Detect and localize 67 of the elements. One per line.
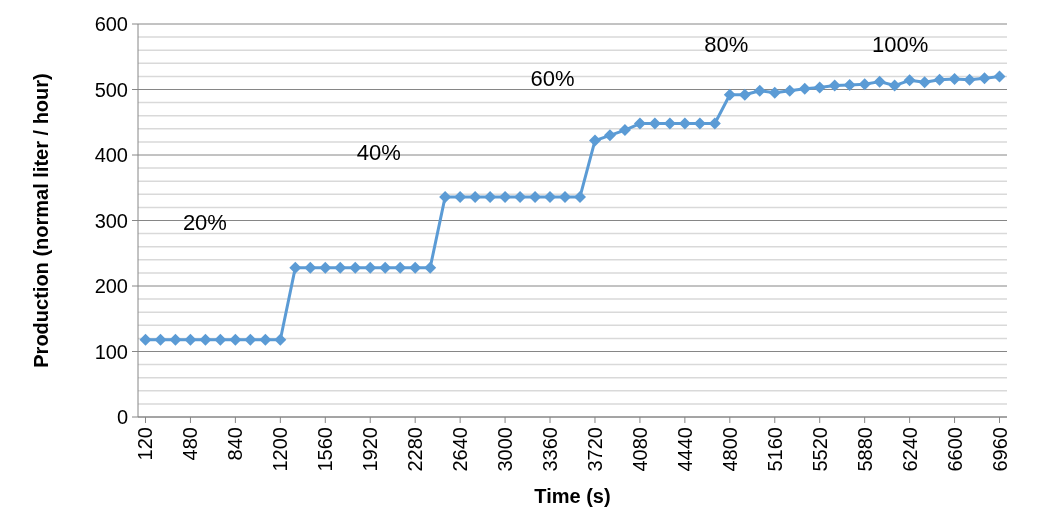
- point: [259, 333, 272, 346]
- point: [199, 333, 212, 346]
- x-tick-label: 2640: [449, 427, 472, 472]
- y-axis-title: Production (normal liter / hour): [30, 73, 52, 368]
- x-tick-label: 3720: [583, 427, 606, 472]
- point: [918, 76, 931, 89]
- point: [184, 333, 197, 346]
- point: [229, 333, 242, 346]
- point: [304, 261, 317, 274]
- point: [768, 86, 781, 99]
- y-tick-label: 400: [94, 144, 128, 166]
- x-tick-label: 3360: [539, 427, 562, 472]
- point: [214, 333, 227, 346]
- x-axis-title: Time (s): [534, 485, 611, 507]
- point: [274, 333, 287, 346]
- point: [888, 79, 901, 92]
- point: [139, 333, 152, 346]
- x-tick-label: 3000: [494, 427, 517, 472]
- x-tick-label: 1920: [359, 427, 382, 472]
- point: [289, 261, 302, 274]
- x-tick-label: 1560: [314, 427, 337, 472]
- point: [169, 333, 182, 346]
- point: [723, 88, 736, 101]
- point: [933, 73, 946, 86]
- point: [828, 79, 841, 92]
- x-tick-label: 6240: [898, 427, 921, 472]
- annotation: 20%: [182, 210, 227, 236]
- point: [603, 129, 616, 142]
- point: [813, 81, 826, 94]
- annotation: 100%: [871, 31, 929, 57]
- annotation: 60%: [530, 66, 575, 92]
- annotation: 80%: [704, 31, 749, 57]
- x-tick-label: 4800: [718, 427, 741, 472]
- x-tick-label: 4080: [628, 427, 651, 472]
- point: [993, 70, 1006, 83]
- x-tick-label: 5520: [808, 427, 831, 472]
- y-tick-label: 200: [94, 275, 128, 297]
- point: [244, 333, 257, 346]
- x-tick-label: 2280: [404, 427, 427, 472]
- point: [783, 84, 796, 97]
- point: [843, 78, 856, 91]
- x-tick-label: 4440: [673, 427, 696, 472]
- y-tick-label: 500: [94, 78, 128, 101]
- x-tick-label: 6960: [988, 427, 1011, 472]
- point: [618, 124, 631, 137]
- point: [588, 134, 601, 147]
- x-tick-label: 480: [179, 427, 202, 461]
- x-tick-label: 6600: [943, 427, 966, 472]
- annotation: 40%: [356, 139, 401, 165]
- y-tick-label: 300: [94, 209, 128, 232]
- point: [753, 84, 766, 97]
- point: [873, 75, 886, 88]
- point: [978, 72, 991, 85]
- x-tick-label: 1200: [269, 427, 292, 472]
- point: [903, 74, 916, 87]
- x-tick-label: 840: [224, 427, 247, 461]
- point: [424, 261, 437, 274]
- x-tick-label: 120: [134, 427, 157, 461]
- y-tick-label: 600: [94, 13, 128, 35]
- y-tick-label: 0: [116, 406, 128, 428]
- x-tick-label: 5880: [853, 427, 876, 472]
- point: [798, 82, 811, 95]
- y-tick-label: 100: [94, 340, 128, 363]
- x-tick-label: 5160: [763, 427, 786, 472]
- point: [154, 333, 167, 346]
- point: [633, 117, 646, 130]
- point: [948, 73, 961, 86]
